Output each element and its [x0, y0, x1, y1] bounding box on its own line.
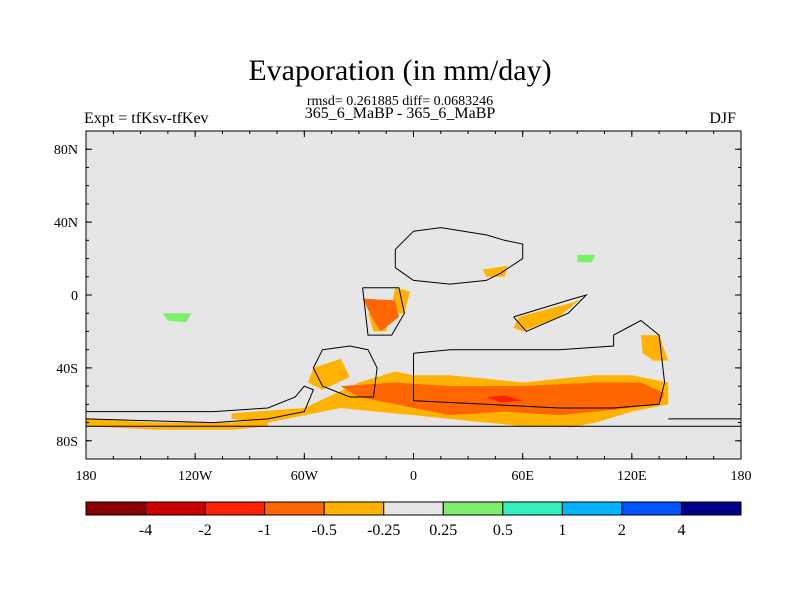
- coastline-3: [413, 319, 666, 409]
- colorbar-box-2: [204, 501, 266, 516]
- y-tick-label-3: 40S: [56, 362, 78, 377]
- colorbar-box-6: [442, 501, 504, 516]
- contour-region-13: [86, 214, 123, 237]
- colorbar-box-7: [502, 501, 563, 516]
- contour-region-9: [482, 265, 509, 277]
- map-plot-area: [86, 131, 741, 459]
- contour-region-12: [486, 225, 687, 259]
- colorbar-box-8: [561, 501, 623, 516]
- x-tick-label-2: 60W: [291, 469, 319, 484]
- colorbar-box-1: [145, 501, 206, 516]
- contour-region-21: [577, 254, 596, 263]
- contour-region-20: [162, 313, 192, 323]
- contour-region-5: [86, 418, 268, 430]
- chart-title: Evaporation (in mm/day): [248, 54, 552, 87]
- colorbar-label-6: 0.5: [493, 522, 513, 539]
- colorbar-label-9: 4: [677, 522, 685, 539]
- contour-region-16: [726, 214, 741, 241]
- coastline-0: [394, 227, 524, 285]
- colorbar-box-3: [264, 501, 325, 516]
- map-axes: 180 120W 60W 0 60E 120E 180 80N 40N 0 40S 80S: [54, 130, 752, 484]
- x-tick-label-1: 120W: [178, 469, 213, 484]
- contour-region-17: [682, 349, 741, 383]
- contour-region-19: [86, 437, 341, 452]
- colorbar-box-9: [621, 501, 682, 516]
- contour-region-6: [308, 358, 350, 390]
- contour-region-15: [304, 244, 378, 268]
- experiment-label: Expt = tfKsv-tfKev: [84, 110, 209, 127]
- coastlines: [86, 227, 741, 427]
- y-tick-label-0: 80N: [54, 143, 78, 158]
- colorbar-label-0: -4: [139, 522, 152, 539]
- coastline-5: [86, 385, 315, 424]
- coastline-2: [312, 345, 378, 398]
- y-tick-label-2: 0: [71, 289, 78, 304]
- y-tick-label-1: 40N: [54, 216, 78, 231]
- x-tick-label-5: 120E: [617, 469, 647, 484]
- x-tick-label-4: 60E: [511, 469, 534, 484]
- contour-region-10: [195, 309, 341, 341]
- colorbar-label-4: -0.25: [367, 522, 400, 539]
- coastline-4: [513, 293, 589, 333]
- comparison-label: 365_6_MaBP - 365_6_MaBP: [304, 105, 496, 122]
- contour-region-18: [377, 422, 614, 445]
- contour-region-2: [486, 395, 523, 403]
- colorbar-label-8: 2: [618, 522, 626, 539]
- contour-region-14: [149, 203, 254, 233]
- colorbar-label-1: -2: [198, 522, 211, 539]
- colorbar-box-10: [680, 501, 742, 516]
- colorbar-box-0: [85, 501, 147, 516]
- y-tick-label-4: 80S: [56, 435, 78, 450]
- colorbar-label-2: -1: [258, 522, 271, 539]
- x-tick-label-3: 0: [410, 469, 417, 484]
- contour-region-4: [362, 298, 399, 332]
- colorbar-box-4: [323, 501, 385, 516]
- season-label: DJF: [709, 110, 736, 127]
- x-tick-label-0: 180: [76, 469, 97, 484]
- coastline-1: [362, 287, 405, 336]
- colorbar-label-3: -0.5: [312, 522, 337, 539]
- contour-region-7: [513, 298, 581, 332]
- contour-fills: [86, 203, 741, 452]
- stats-line: rmsd= 0.261885 diff= 0.0683246: [306, 94, 494, 109]
- colorbar-box-5: [383, 501, 444, 516]
- colorbar-label-7: 1: [558, 522, 566, 539]
- colorbar: -4 -2 -1 -0.5 -0.25 0.25 0.5 1 2 4: [85, 501, 742, 539]
- colorbar-label-5: 0.25: [429, 522, 457, 539]
- x-tick-label-6: 180: [731, 469, 752, 484]
